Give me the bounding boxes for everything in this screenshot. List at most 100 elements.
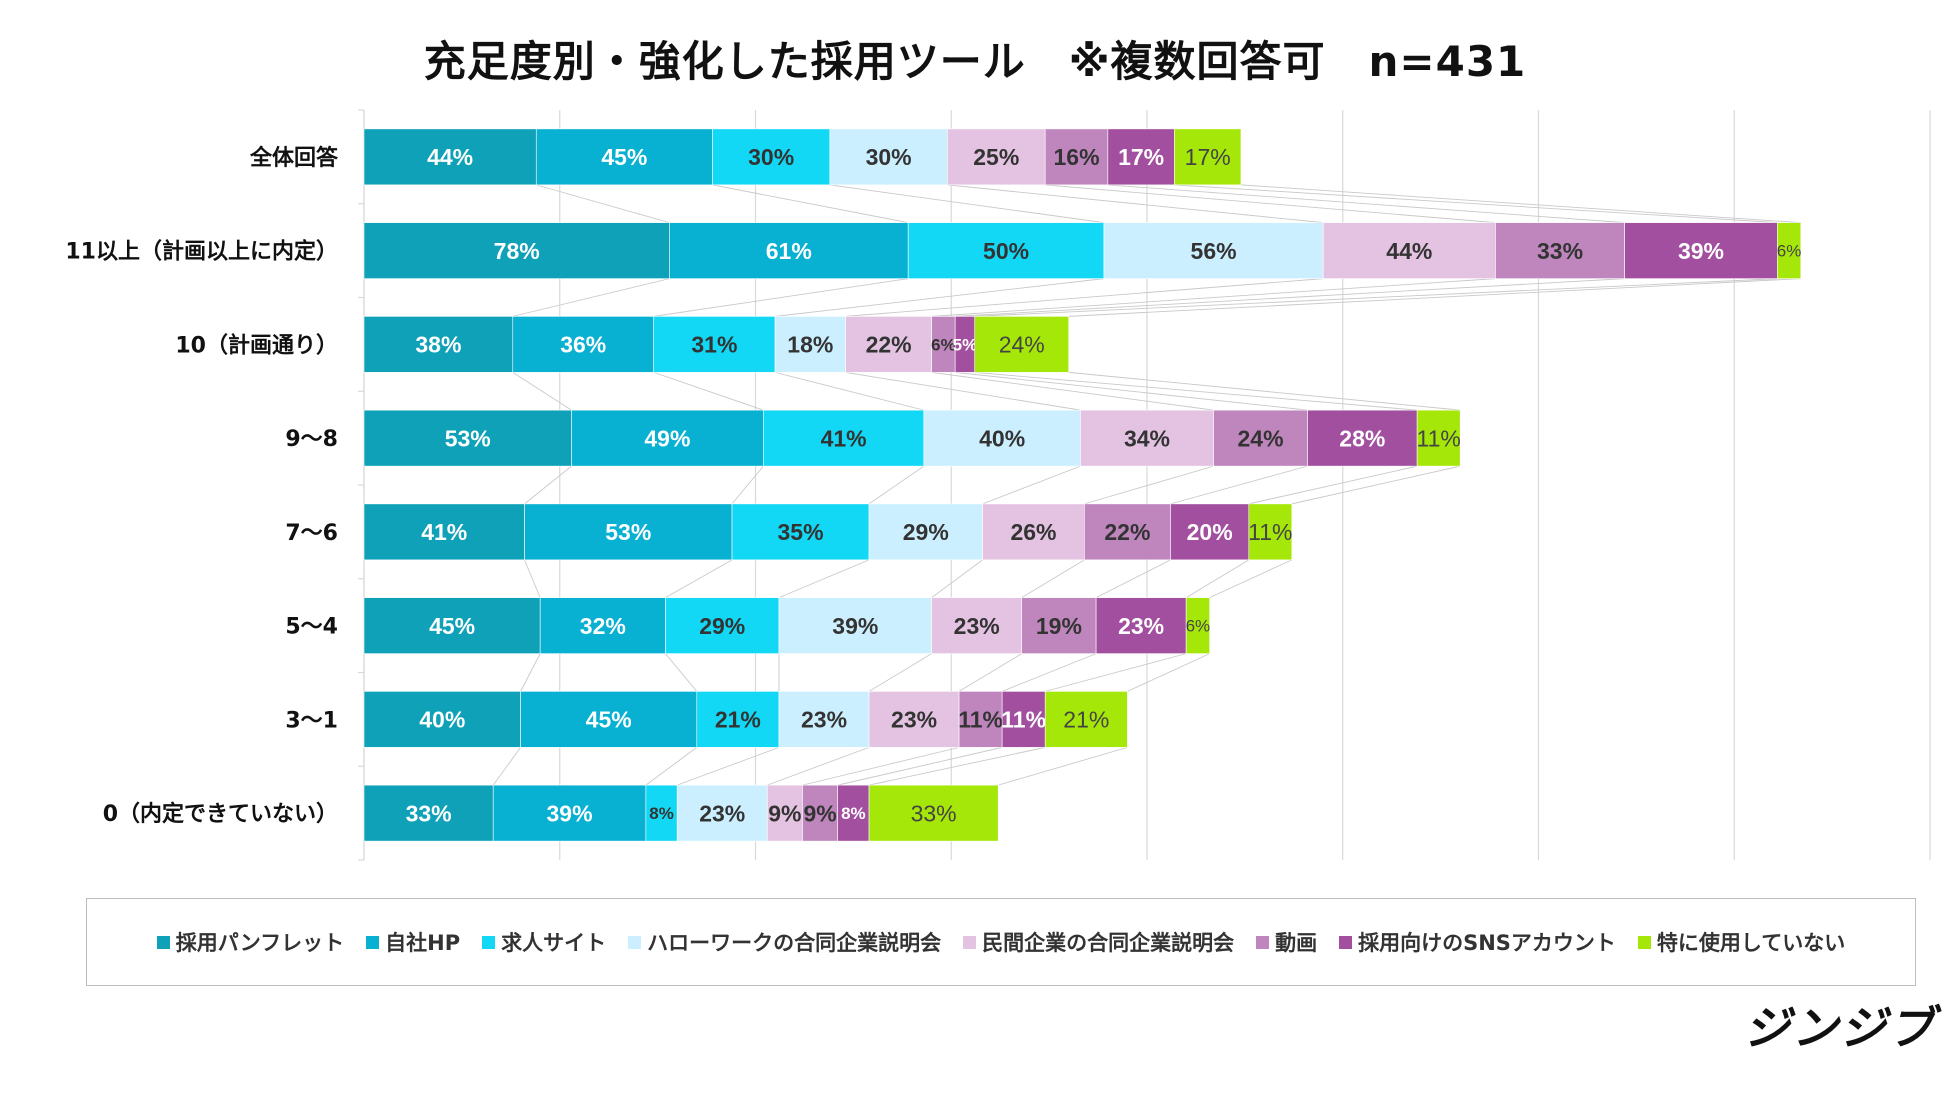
- bar-segment: [1170, 503, 1250, 561]
- legend-swatch: [1256, 935, 1270, 949]
- data-label: 22%: [866, 332, 912, 358]
- category-label: 10（計画通り）: [175, 332, 338, 358]
- data-label: 21%: [1063, 707, 1109, 733]
- series-connector-line: [1095, 559, 1171, 599]
- category-label: 5～4: [285, 615, 338, 640]
- category-label: 0（内定できていない）: [103, 801, 338, 827]
- data-label: 11%: [1417, 425, 1461, 451]
- legend-swatch: [1637, 935, 1651, 949]
- bar-segment: [923, 409, 1081, 467]
- legend-label: 採用パンフレット: [175, 931, 345, 955]
- bar-segment: [1044, 691, 1128, 748]
- series-connector-line: [931, 278, 1496, 317]
- data-label: 5%: [953, 335, 978, 354]
- data-label: 30%: [866, 144, 912, 170]
- bar-segment: [1084, 503, 1171, 561]
- data-label: 16%: [1054, 144, 1100, 170]
- series-connector-line: [1001, 653, 1097, 692]
- legend-swatch: [366, 935, 380, 949]
- data-label: 39%: [547, 800, 593, 826]
- data-label: 11%: [958, 707, 1003, 733]
- bar-segment: [1107, 128, 1175, 186]
- data-label: 35%: [777, 519, 823, 545]
- data-label: 34%: [1124, 425, 1170, 451]
- bar-segment: [363, 409, 572, 467]
- data-label: 39%: [832, 613, 878, 639]
- category-label: 9～8: [285, 427, 338, 452]
- series-connector-line: [1068, 371, 1461, 411]
- series-connector-line: [1291, 465, 1461, 505]
- series-connector-line: [931, 559, 983, 598]
- bar-segment: [665, 597, 780, 654]
- data-label: 31%: [691, 332, 737, 358]
- series-connector-line: [955, 371, 1308, 411]
- legend-label: 自社HP: [385, 931, 461, 955]
- data-label: 23%: [1118, 613, 1164, 639]
- series-connector-line: [653, 371, 764, 411]
- bar-segment: [1185, 597, 1210, 654]
- data-label: 6%: [1777, 242, 1802, 261]
- series-connector-line: [520, 653, 541, 692]
- data-label: 44%: [1386, 238, 1432, 264]
- data-label: 22%: [1104, 519, 1150, 545]
- data-label: 53%: [605, 519, 651, 545]
- bar-segment: [535, 128, 713, 186]
- data-label: 18%: [787, 332, 833, 358]
- data-label: 36%: [560, 332, 606, 358]
- bar-segment: [766, 784, 803, 842]
- legend-item: 採用パンフレット: [156, 927, 345, 957]
- series-connector-line: [512, 278, 670, 317]
- bar-segment: [1174, 128, 1242, 186]
- bar-segment: [868, 691, 960, 748]
- series-connector-line: [1045, 184, 1496, 224]
- data-label: 32%: [580, 613, 626, 639]
- bar-segment: [778, 691, 870, 748]
- series-connector-line: [645, 747, 698, 786]
- series-connector-line: [1107, 184, 1625, 224]
- category-label: 全体回答: [249, 145, 339, 171]
- bar-segment: [1213, 409, 1308, 467]
- series-connector-line: [947, 184, 1324, 224]
- bar-segment: [1495, 222, 1625, 279]
- data-label: 29%: [699, 613, 745, 639]
- bar-segment: [363, 784, 494, 842]
- data-label: 8%: [649, 804, 674, 823]
- bar-segment: [1080, 409, 1214, 467]
- brand-logo: ジンジブ: [1744, 1001, 1936, 1055]
- series-connector-line: [665, 653, 698, 692]
- legend-item: 求人サイト: [482, 927, 606, 957]
- bar-segment: [1416, 409, 1461, 467]
- bar-segment: [1095, 597, 1187, 654]
- data-label: 23%: [891, 707, 937, 733]
- bar-segment: [539, 597, 666, 654]
- data-label: 8%: [841, 804, 866, 823]
- series-connector-line: [665, 559, 733, 599]
- data-label: 6%: [931, 335, 956, 354]
- series-connector-line: [775, 278, 1104, 317]
- bar-segment: [868, 784, 999, 842]
- series-connector-line: [845, 278, 1324, 317]
- data-label: 56%: [1191, 238, 1237, 264]
- series-connector-line: [974, 278, 1778, 317]
- legend-item: 特に使用していない: [1637, 927, 1845, 957]
- bar-segment: [931, 597, 1023, 654]
- category-label: 3～1: [285, 708, 338, 733]
- data-label: 30%: [748, 144, 794, 170]
- bar-segment: [1021, 597, 1097, 654]
- data-label: 41%: [421, 519, 467, 545]
- series-connector-line: [837, 746, 1003, 786]
- data-label: 41%: [821, 425, 867, 451]
- legend-label: 求人サイト: [501, 931, 607, 955]
- series-connector-line: [778, 559, 870, 599]
- bar-segment: [868, 503, 983, 561]
- data-label: 20%: [1187, 519, 1233, 545]
- series-connector-line: [712, 184, 909, 224]
- bar-segment: [763, 409, 925, 467]
- data-label: 19%: [1036, 613, 1082, 639]
- bar-segment: [982, 503, 1085, 561]
- data-label: 9%: [768, 800, 801, 826]
- data-label: 78%: [494, 238, 540, 264]
- bar-segment: [1248, 503, 1293, 561]
- bar-segment: [907, 222, 1105, 279]
- series-connector-line: [1170, 465, 1308, 505]
